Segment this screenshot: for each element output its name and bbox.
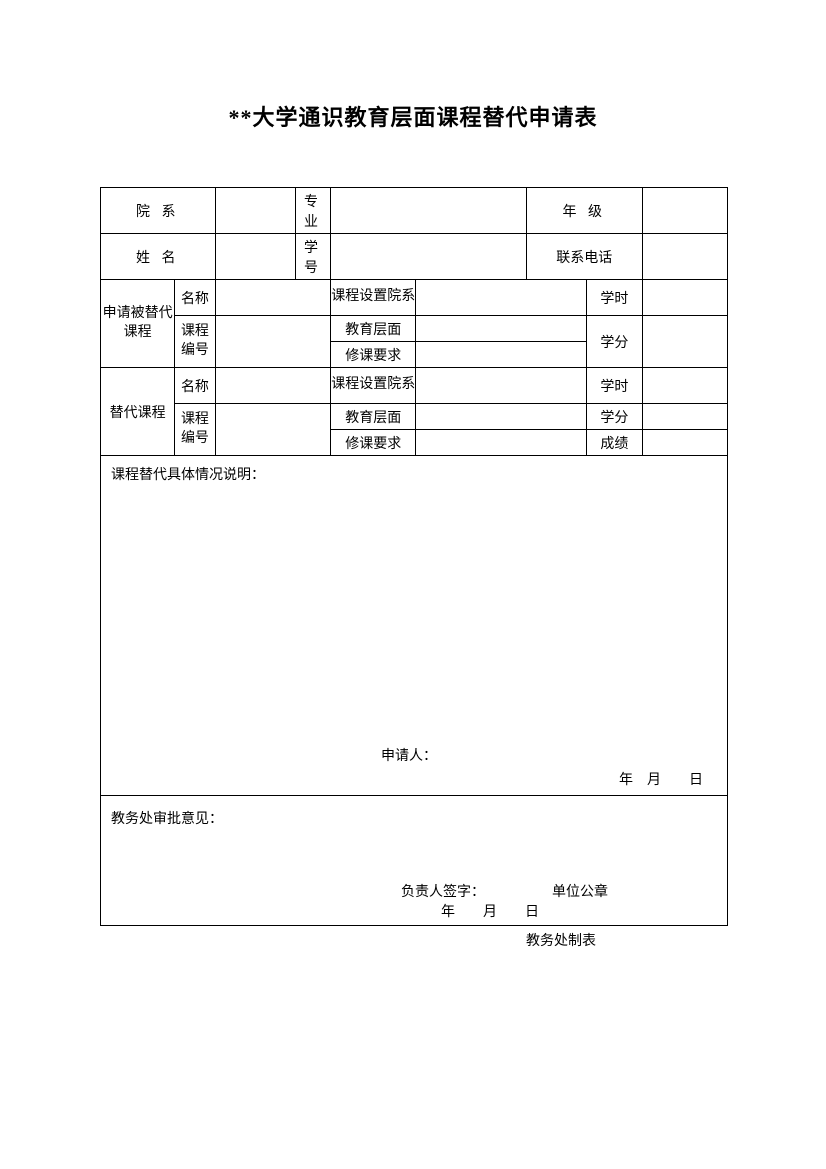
approval-stamp-label: 单位公章	[552, 885, 608, 900]
sub-credit-label: 学分	[587, 404, 642, 430]
replaced-credit-value	[642, 316, 727, 368]
sub-name-label: 名称	[175, 368, 215, 404]
id-value	[331, 234, 527, 280]
approval-sig-label: 负责人签字：	[401, 885, 485, 900]
id-label: 学 号	[295, 234, 330, 280]
sub-code-value	[215, 404, 331, 456]
replaced-name-label: 名称	[175, 280, 215, 316]
replaced-course-section: 申请被替代课程	[101, 280, 175, 368]
sub-level-value	[416, 404, 587, 430]
major-value	[331, 188, 527, 234]
replaced-dept-value	[416, 280, 587, 316]
sub-dept-label: 课程设置院系	[331, 368, 416, 404]
phone-value	[642, 234, 727, 280]
phone-label: 联系电话	[526, 234, 642, 280]
sub-req-value	[416, 430, 587, 456]
major-label: 专 业	[295, 188, 330, 234]
replaced-req-value	[416, 342, 587, 368]
sub-hours-label: 学时	[587, 368, 642, 404]
replaced-hours-label: 学时	[587, 280, 642, 316]
replaced-credit-label: 学分	[587, 316, 642, 368]
sub-level-label: 教育层面	[331, 404, 416, 430]
replaced-code-label: 课程编号	[175, 316, 215, 368]
application-form-table: 院 系 专 业 年 级 姓 名 学 号 联系电话 申请被替代课程 名称 课程设置…	[100, 187, 728, 926]
replaced-hours-value	[642, 280, 727, 316]
sub-score-label: 成绩	[587, 430, 642, 456]
replaced-req-label: 修课要求	[331, 342, 416, 368]
replaced-name-value	[215, 280, 331, 316]
approval-label: 教务处审批意见：	[111, 808, 717, 828]
explanation-section: 课程替代具体情况说明： 申请人： 年 月 日	[101, 456, 728, 796]
replaced-code-value	[215, 316, 331, 368]
sub-dept-value	[416, 368, 587, 404]
grade-value	[642, 188, 727, 234]
replaced-level-value	[416, 316, 587, 342]
sub-credit-value	[642, 404, 727, 430]
applicant-date: 年 月 日	[101, 769, 717, 789]
form-title: **大学通识教育层面课程替代申请表	[100, 100, 726, 132]
sub-req-label: 修课要求	[331, 430, 416, 456]
sub-score-value	[642, 430, 727, 456]
replaced-level-label: 教育层面	[331, 316, 416, 342]
explanation-label: 课程替代具体情况说明：	[111, 464, 717, 484]
applicant-label: 申请人：	[101, 745, 717, 765]
name-label: 姓 名	[101, 234, 216, 280]
approval-date: 年 月 日	[401, 901, 717, 921]
name-value	[215, 234, 295, 280]
sub-name-value	[215, 368, 331, 404]
replaced-dept-label: 课程设置院系	[331, 280, 416, 316]
sub-code-label: 课程编号	[175, 404, 215, 456]
sub-course-section: 替代课程	[101, 368, 175, 456]
approval-section: 教务处审批意见： 负责人签字： 单位公章 年 月 日	[101, 796, 728, 926]
form-footer: 教务处制表	[100, 930, 726, 950]
grade-label: 年 级	[526, 188, 642, 234]
dept-value	[215, 188, 295, 234]
sub-hours-value	[642, 368, 727, 404]
dept-label: 院 系	[101, 188, 216, 234]
